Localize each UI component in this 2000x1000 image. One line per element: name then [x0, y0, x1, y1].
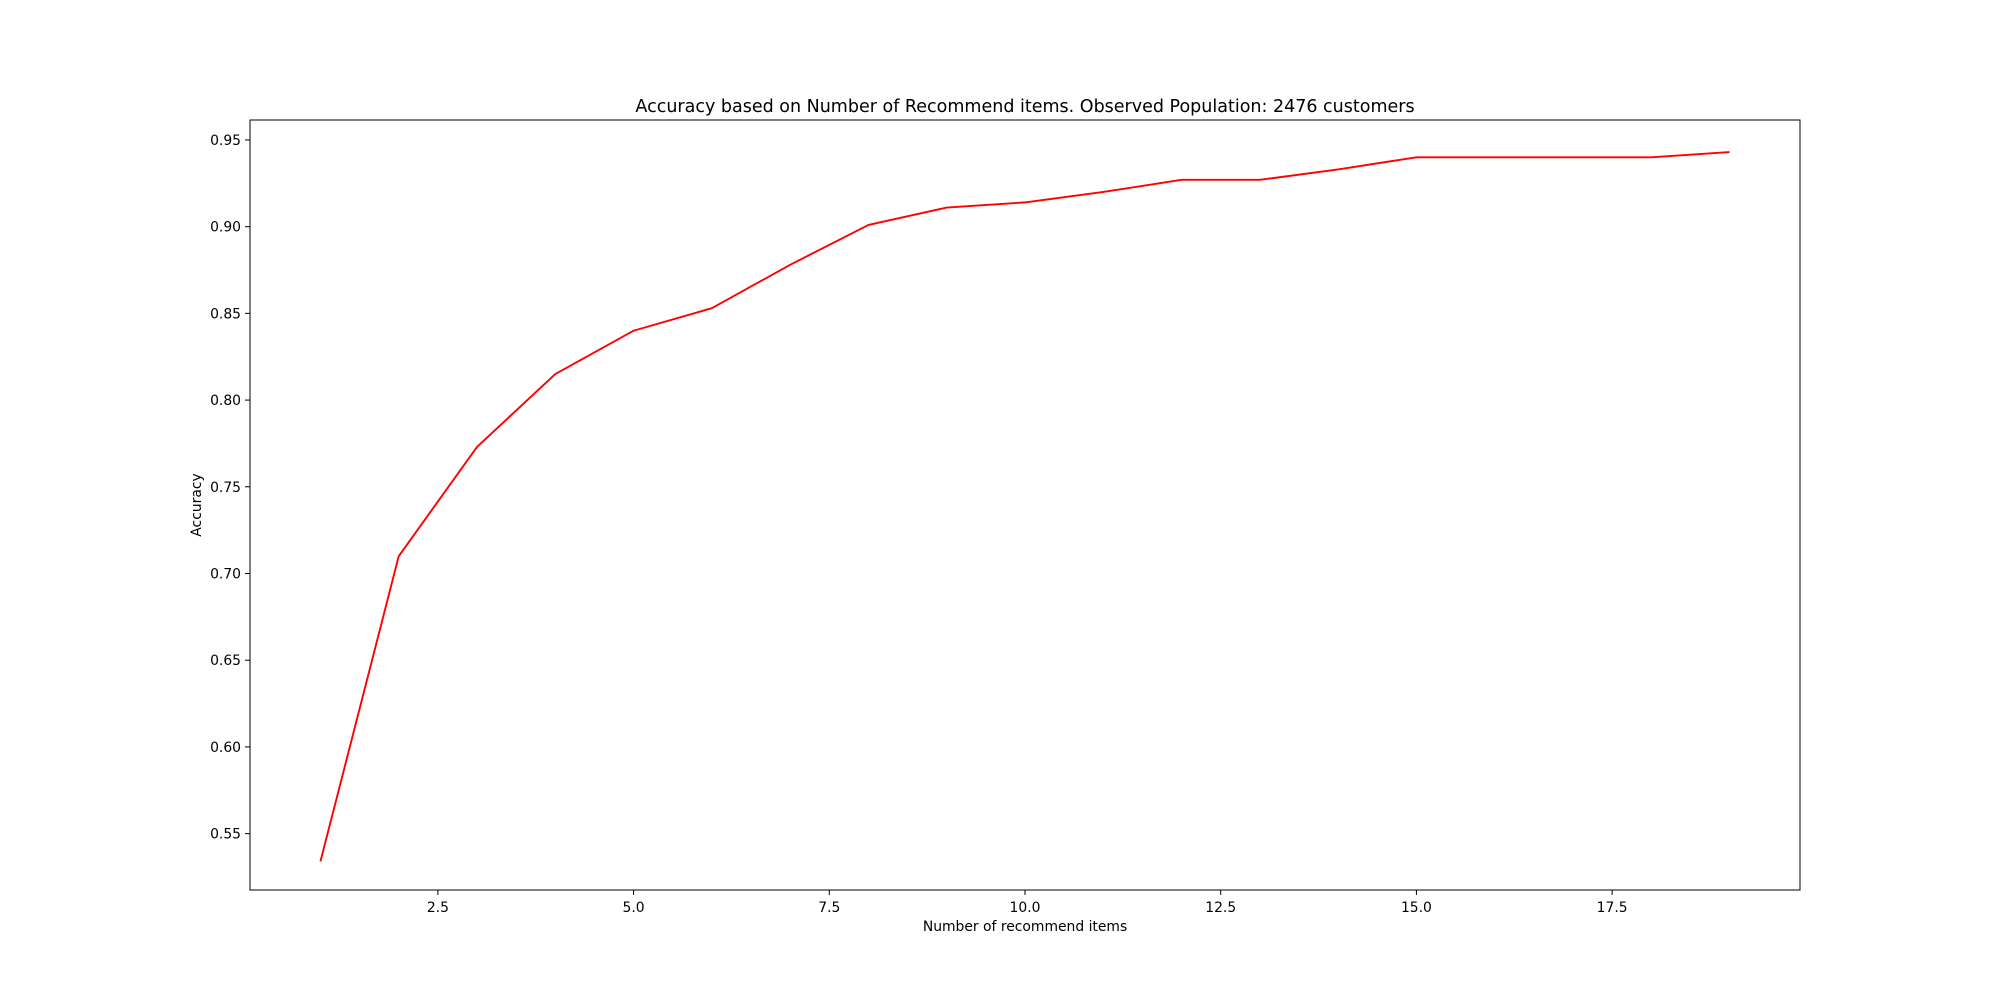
y-tick-label: 0.90: [210, 220, 241, 236]
y-axis: 0.55 0.60 0.65 0.70 0.75 0.80 0.85 0.90 0.95: [210, 133, 250, 843]
y-tick-label: 0.55: [210, 827, 241, 843]
x-tick-label: 5.0: [623, 900, 645, 916]
y-tick-label: 0.85: [210, 306, 241, 322]
chart-title: Accuracy based on Number of Recommend it…: [635, 97, 1414, 117]
x-axis: 2.5 5.0 7.5 10.0 12.5 15.0 17.5: [427, 890, 1628, 916]
y-tick-label: 0.65: [210, 653, 241, 669]
x-tick-label: 12.5: [1205, 900, 1236, 916]
plot-frame: [249, 119, 1801, 891]
series-layer: [319, 151, 1730, 862]
y-tick-label: 0.60: [210, 740, 241, 756]
x-tick-label: 17.5: [1597, 900, 1628, 916]
x-axis-label: Number of recommend items: [923, 919, 1127, 935]
y-tick-label: 0.95: [210, 133, 241, 149]
y-tick-label: 0.80: [210, 393, 241, 409]
x-tick-label: 15.0: [1401, 900, 1432, 916]
y-tick-label: 0.70: [210, 567, 241, 583]
series-line: [319, 151, 1730, 862]
x-tick-label: 10.0: [1010, 900, 1041, 916]
y-axis-label: Accuracy: [189, 473, 205, 536]
x-tick-label: 7.5: [818, 900, 840, 916]
y-tick-label: 0.75: [210, 480, 241, 496]
x-tick-label: 2.5: [427, 900, 449, 916]
